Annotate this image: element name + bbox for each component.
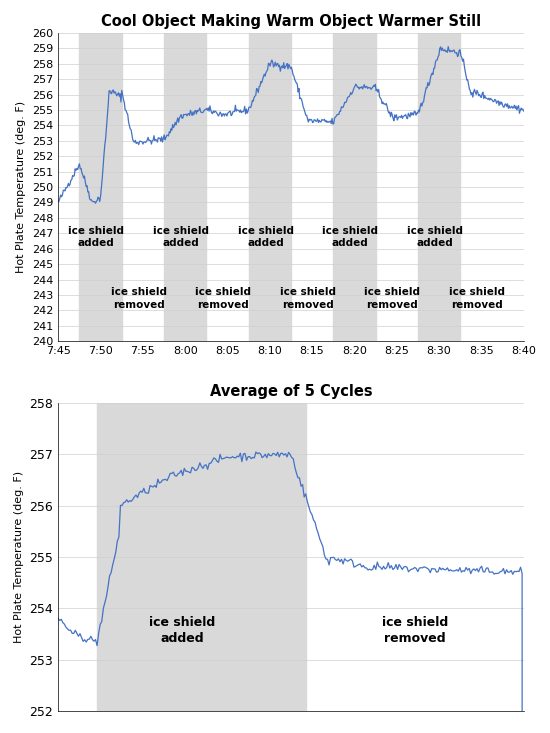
Bar [79,33,122,341]
Text: ice shield
removed: ice shield removed [280,287,336,309]
Text: ice shield
removed: ice shield removed [365,287,421,309]
Bar [333,33,376,341]
Text: ice shield
removed: ice shield removed [195,287,251,309]
Bar [97,402,306,711]
Bar [164,33,206,341]
Text: ice shield
added: ice shield added [68,226,124,248]
Y-axis label: Hot Plate Temperature (deg. F): Hot Plate Temperature (deg. F) [16,101,26,273]
Text: ice shield
added: ice shield added [149,616,216,645]
Text: ice shield
added: ice shield added [238,226,294,248]
Text: ice shield
added: ice shield added [407,226,463,248]
Text: ice shield
removed: ice shield removed [111,287,167,309]
Text: ice shield
removed: ice shield removed [449,287,505,309]
Bar [249,33,291,341]
Y-axis label: Hot Plate Temperature (deg. F): Hot Plate Temperature (deg. F) [14,471,24,643]
Title: Cool Object Making Warm Object Warmer Still: Cool Object Making Warm Object Warmer St… [101,14,481,29]
Text: ice shield
added: ice shield added [153,226,209,248]
Text: ice shield
added: ice shield added [322,226,378,248]
Bar [418,33,460,341]
Title: Average of 5 Cycles: Average of 5 Cycles [210,384,372,399]
Text: ice shield
removed: ice shield removed [382,616,448,645]
